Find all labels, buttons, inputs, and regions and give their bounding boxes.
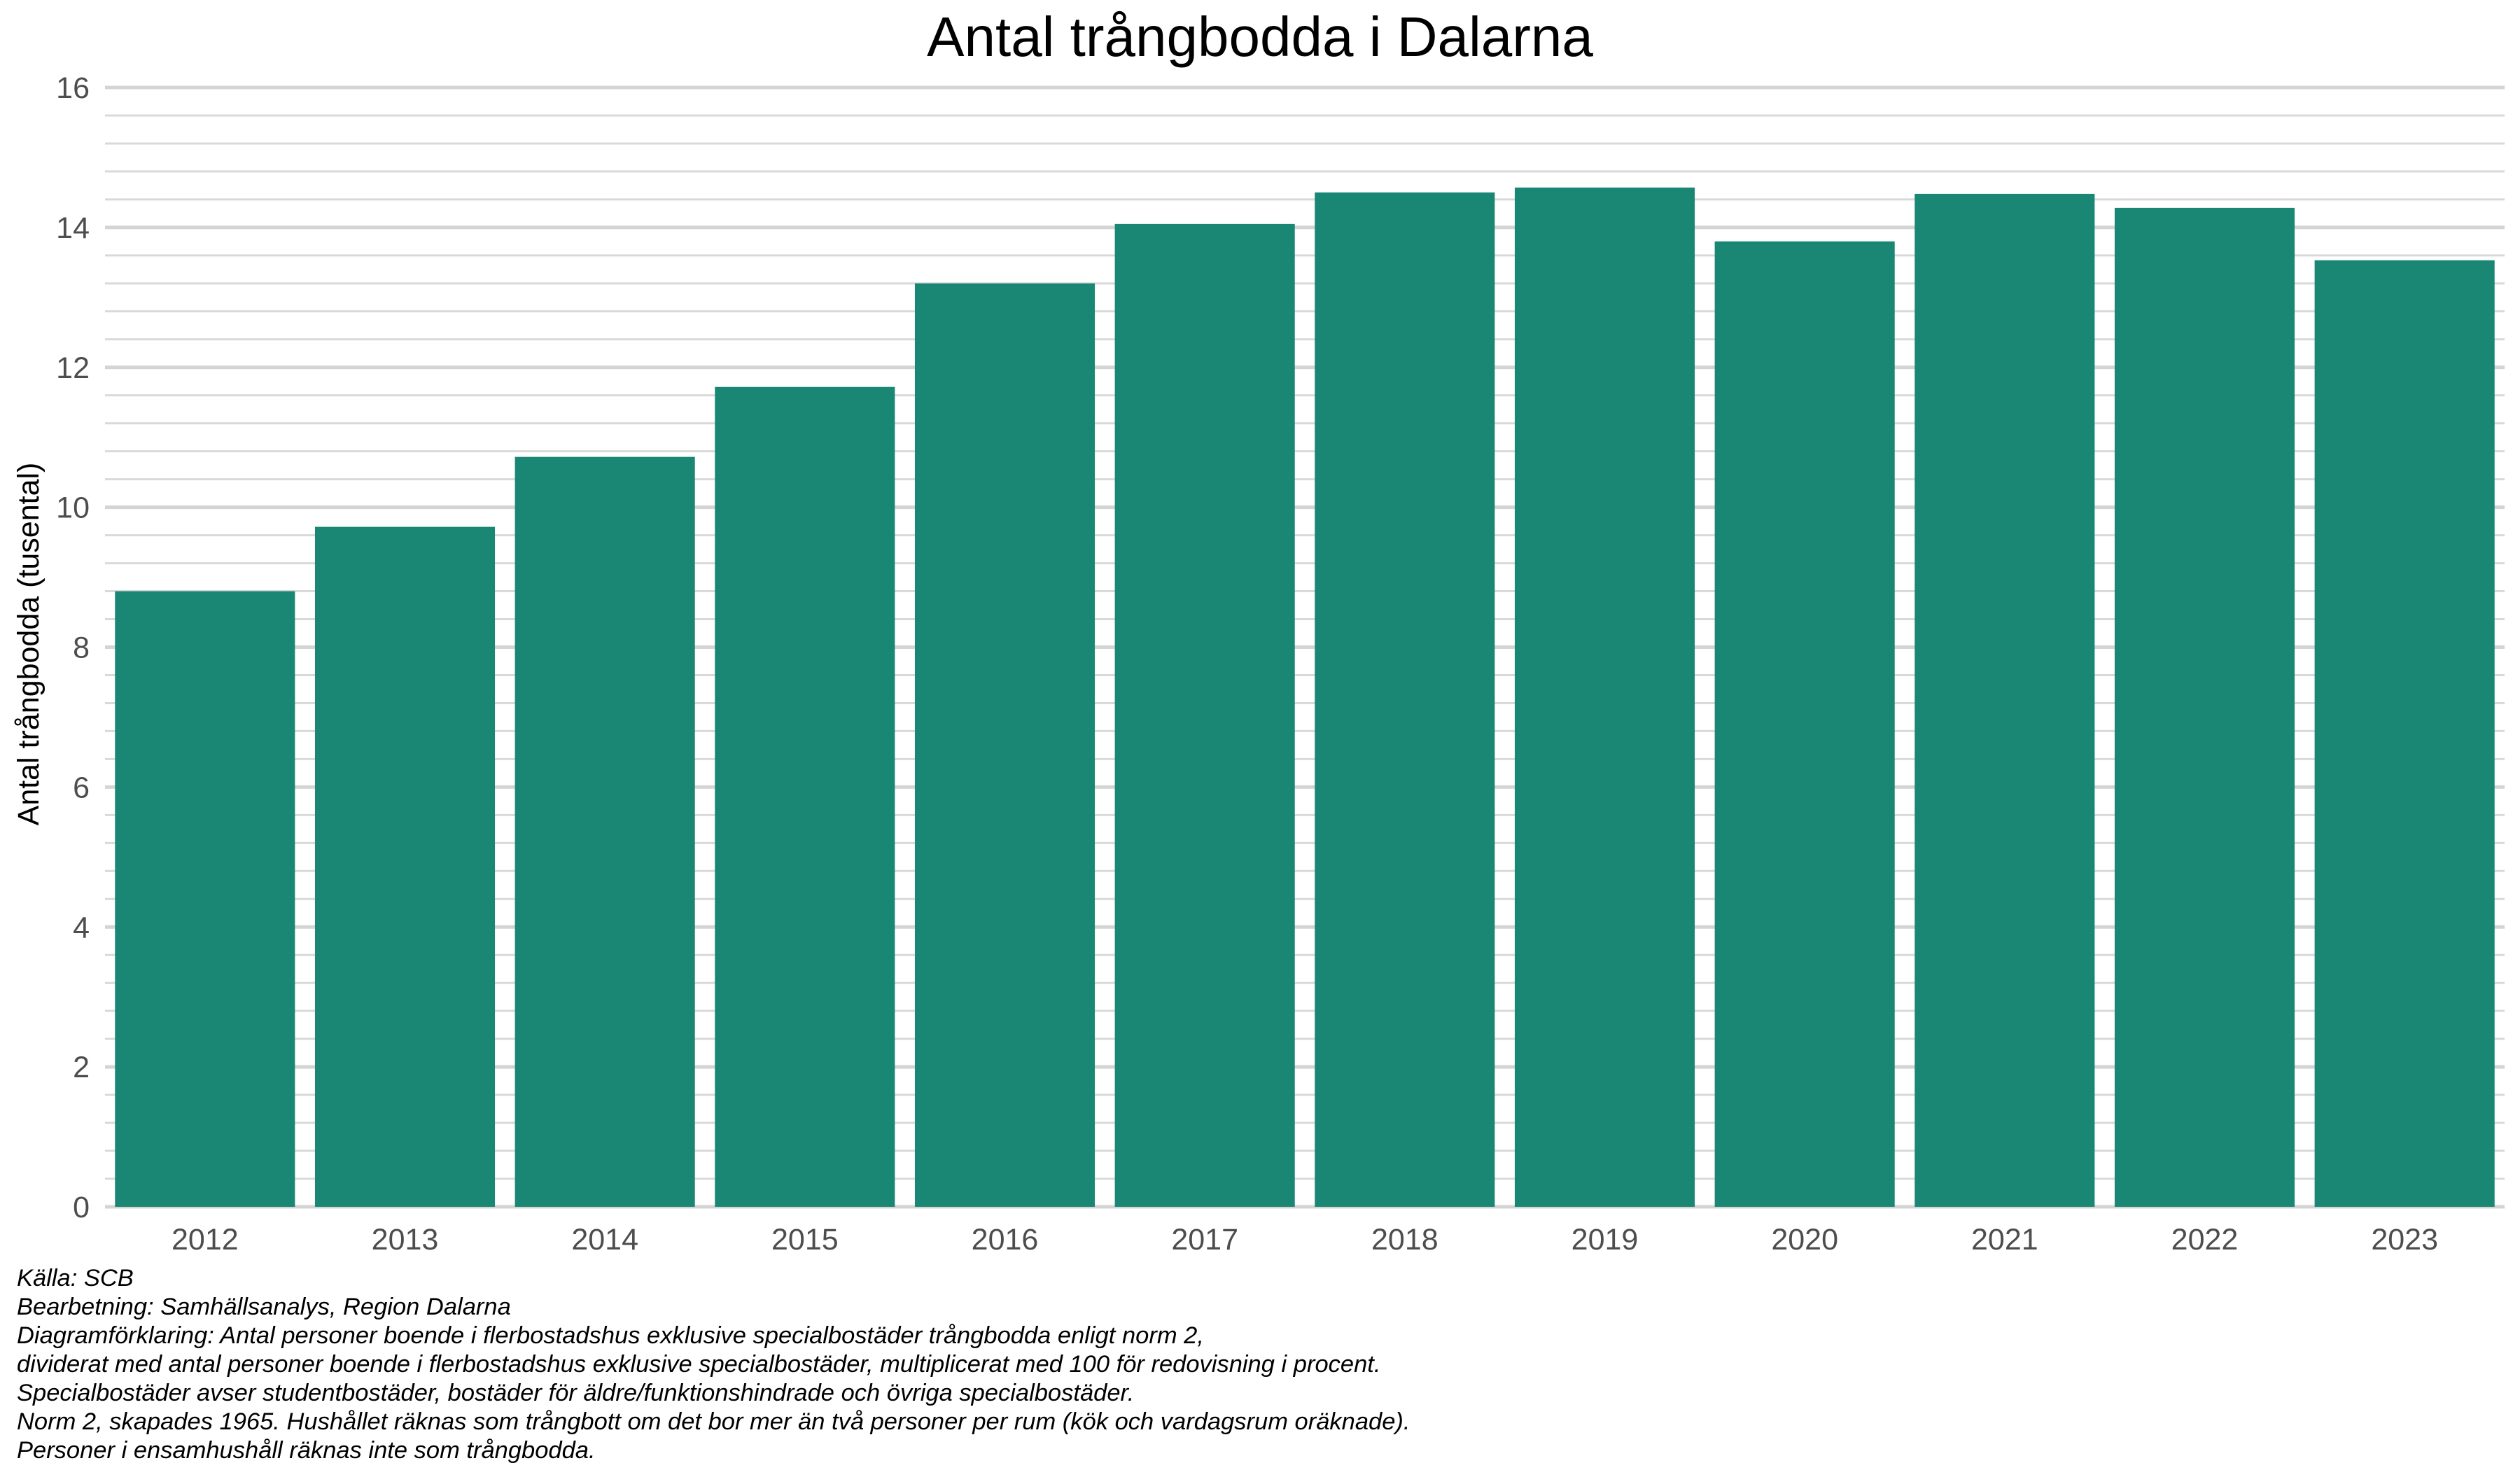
bar-2012 xyxy=(115,591,295,1207)
y-tick-label: 16 xyxy=(56,71,90,105)
x-tick-label: 2012 xyxy=(172,1223,239,1256)
chart-caption: Källa: SCB Bearbetning: Samhällsanalys, … xyxy=(17,1264,1410,1465)
y-tick-label: 4 xyxy=(73,911,90,944)
x-tick-label: 2020 xyxy=(1771,1223,1838,1256)
caption-line: Källa: SCB xyxy=(17,1265,134,1292)
bars xyxy=(115,187,2495,1208)
y-tick-label: 2 xyxy=(73,1051,90,1084)
x-tick-label: 2021 xyxy=(1971,1223,2038,1256)
y-tick-label: 12 xyxy=(56,351,90,385)
caption-line: Bearbetning: Samhällsanalys, Region Dala… xyxy=(17,1294,511,1320)
bar-2019 xyxy=(1514,187,1695,1207)
y-tick-label: 6 xyxy=(73,771,90,804)
caption-line: Specialbostäder avser studentbostäder, b… xyxy=(17,1380,1135,1406)
bar-2021 xyxy=(1914,193,2095,1207)
x-tick-label: 2023 xyxy=(2371,1223,2438,1256)
caption-line: Diagramförklaring: Antal personer boende… xyxy=(17,1322,1204,1349)
bar-2017 xyxy=(1114,223,1295,1207)
caption-line: Personer i ensamhushåll räknas inte som … xyxy=(17,1437,596,1464)
y-axis-ticks: 0 2 4 6 8 10 12 14 16 xyxy=(56,71,90,1224)
y-tick-label: 8 xyxy=(73,631,90,665)
grid-lines xyxy=(105,85,2505,1209)
bar-2020 xyxy=(1714,241,1895,1207)
bar-2013 xyxy=(314,526,496,1207)
x-tick-label: 2017 xyxy=(1171,1223,1238,1256)
caption-line: dividerat med antal personer boende i fl… xyxy=(17,1351,1381,1378)
x-tick-label: 2019 xyxy=(1572,1223,1639,1256)
x-tick-label: 2018 xyxy=(1371,1223,1438,1256)
y-axis-label: Antal trångbodda (tusental) xyxy=(12,463,46,826)
bar-2018 xyxy=(1315,192,1495,1207)
chart-title: Antal trångbodda i Dalarna xyxy=(927,6,1593,68)
x-tick-label: 2015 xyxy=(771,1223,839,1256)
bar-2022 xyxy=(2114,207,2295,1208)
y-tick-label: 10 xyxy=(56,491,90,525)
x-axis-ticks: 2012 2013 2014 2015 2016 2017 2018 2019 2020 2021… xyxy=(172,1223,2438,1256)
bar-2023 xyxy=(2314,260,2495,1208)
x-tick-label: 2016 xyxy=(972,1223,1039,1256)
x-tick-label: 2022 xyxy=(2171,1223,2239,1256)
bar-2015 xyxy=(715,386,895,1208)
x-tick-label: 2013 xyxy=(372,1223,439,1256)
bar-2014 xyxy=(514,456,695,1208)
y-tick-label: 14 xyxy=(56,211,90,245)
y-tick-label: 0 xyxy=(73,1191,90,1224)
caption-line: Norm 2, skapades 1965. Hushållet räknas … xyxy=(17,1408,1410,1435)
bar-2016 xyxy=(914,283,1096,1208)
x-tick-label: 2014 xyxy=(571,1223,638,1256)
